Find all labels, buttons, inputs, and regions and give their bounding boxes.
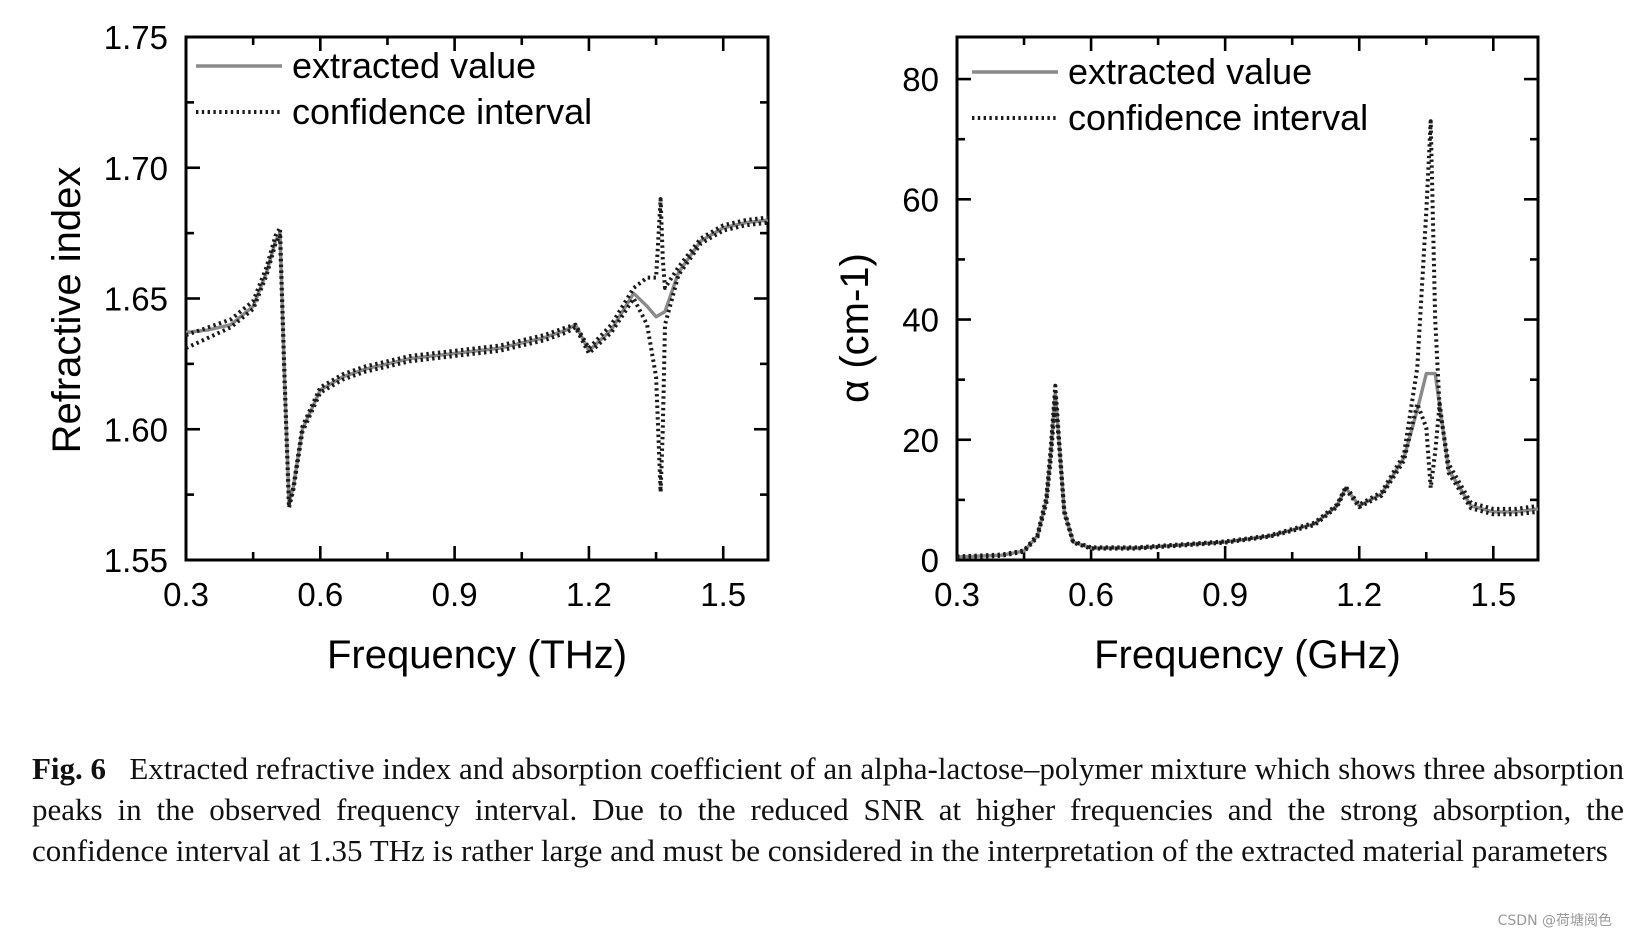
x-tick-label: 0.3 [934,576,980,613]
y-tick-label: 60 [902,181,939,218]
y-tick-label: 1.75 [104,19,168,56]
x-axis-label: Frequency (THz) [327,633,627,677]
y-tick-label: 40 [902,302,939,339]
confidence-interval-line [956,395,1539,560]
x-tick-label: 1.5 [700,576,746,613]
refractive-index-chart: 0.3 0.6 0.9 1.2 1.5 1.55 1.60 1.65 1.70 1.75 Frequ… [45,19,770,677]
x-tick-label: 0.3 [163,576,209,613]
y-tick-label: 0 [921,542,939,579]
x-tick-label: 0.6 [297,576,343,613]
y-tick-label: 1.55 [104,542,168,579]
extracted-value-line [185,218,769,505]
y-axis-label: Refractive index [45,167,89,454]
y-tick-label: 80 [902,61,939,98]
watermark: CSDN @荷塘阅色 [1497,913,1612,929]
legend-label-extracted: extracted value [1068,51,1312,92]
x-tick-label: 0.9 [1202,576,1248,613]
legend-label-extracted: extracted value [292,45,536,86]
y-tick-label: 1.65 [104,281,168,318]
y-tick-label: 1.70 [104,150,168,187]
y-tick-label: 1.60 [104,411,168,448]
legend-label-confidence: confidence interval [292,91,592,132]
confidence-interval-line [956,119,1539,559]
x-tick-label: 1.2 [1336,576,1382,613]
x-tick-label: 1.2 [566,576,612,613]
figure-caption: Fig. 6 Extracted refractive index and ab… [32,748,1624,871]
y-axis-label: α (cm-1) [833,253,877,403]
x-tick-label: 0.6 [1068,576,1114,613]
legend-label-confidence: confidence interval [1068,97,1368,138]
caption-text: Extracted refractive index and absorptio… [32,751,1624,868]
y-tick-label: 20 [902,422,939,459]
x-axis-label: Frequency (GHz) [1094,633,1401,677]
absorption-coefficient-chart: 0.3 0.6 0.9 1.2 1.5 0 20 40 60 80 Frequency (GHz) α… [833,35,1540,677]
x-tick-label: 0.9 [432,576,478,613]
plot-frame [955,35,1540,562]
caption-label: Fig. 6 [32,751,107,786]
x-tick-label: 1.5 [1470,576,1516,613]
